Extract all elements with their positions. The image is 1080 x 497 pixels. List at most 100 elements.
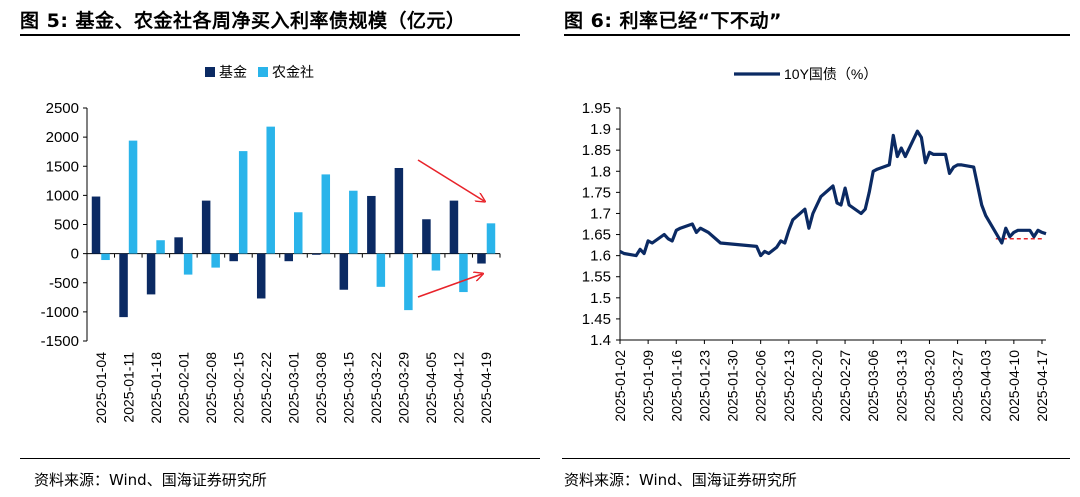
left-figure-panel: 图 5: 基金、农金社各周净买入利率债规模（亿元） -1500 -1000 -500… bbox=[20, 10, 540, 489]
bar-fund-2025-03-08 bbox=[312, 253, 321, 255]
bar-rural-credit-2025-02-15 bbox=[238, 151, 248, 254]
x-tick-label: 2025-03-22 bbox=[368, 352, 384, 424]
bar-rural-credit-2025-01-11 bbox=[128, 140, 138, 254]
bar-fund-2025-04-12 bbox=[449, 200, 459, 254]
y-tick-label: 500 bbox=[54, 217, 79, 234]
x-tick-label: 2025-04-17 bbox=[1034, 350, 1050, 422]
y-tick-label: 1.55 bbox=[582, 269, 611, 286]
left-figure-title: 图 5: 基金、农金社各周净买入利率债规模（亿元） bbox=[20, 10, 466, 32]
right-source-rule bbox=[562, 458, 1070, 459]
x-tick-label: 2025-04-03 bbox=[978, 350, 994, 422]
bar-fund-2025-03-29 bbox=[394, 167, 404, 254]
y-tick-label: 1.5 bbox=[590, 290, 611, 307]
x-tick-label: 2025-03-15 bbox=[341, 352, 357, 424]
bar-fund-2025-03-01 bbox=[284, 253, 293, 262]
legend-label-1: 农金社 bbox=[272, 64, 314, 80]
x-tick-label: 2025-02-13 bbox=[781, 350, 797, 422]
y-tick-label: -1000 bbox=[41, 304, 79, 321]
y-tick-label: 1.7 bbox=[590, 205, 611, 222]
right-figure-panel: 图 6: 利率已经“下不动” 1.4 1.45 1.5 1.55 1.6 1.65 1.7 1… bbox=[562, 0, 1080, 497]
x-tick-label: 2025-02-22 bbox=[258, 352, 274, 424]
line-chart: 1.4 1.45 1.5 1.55 1.6 1.65 1.7 1.75 1.8 1.85 1.9 1.… bbox=[582, 66, 1050, 422]
x-tick-label: 2025-01-04 bbox=[93, 352, 109, 424]
bar-rural-credit-2025-02-22 bbox=[266, 126, 275, 254]
bar-rural-credit-2025-02-08 bbox=[211, 253, 220, 268]
x-tick-label: 2025-03-08 bbox=[313, 352, 329, 424]
left-title-rule bbox=[20, 34, 520, 36]
x-tick-label: 2025-02-06 bbox=[753, 350, 769, 422]
x-tick-label: 2025-01-30 bbox=[725, 350, 741, 422]
y-tick-label: 1.65 bbox=[582, 227, 611, 244]
y-tick-label: 1.95 bbox=[582, 100, 611, 117]
legend-swatch-1 bbox=[258, 67, 268, 77]
y-tick-label: 1.85 bbox=[582, 142, 611, 159]
legend-label-0: 基金 bbox=[219, 64, 247, 80]
bar-rural-credit-2025-03-15 bbox=[349, 190, 358, 254]
x-tick-label: 2025-04-05 bbox=[423, 352, 439, 424]
y-tick-label: 1.75 bbox=[582, 184, 611, 201]
bar-rural-credit-2025-03-08 bbox=[321, 174, 331, 254]
bar-rural-credit-2025-01-04 bbox=[101, 253, 110, 261]
x-tick-label: 2025-04-10 bbox=[1006, 350, 1022, 422]
x-tick-label: 2025-03-20 bbox=[921, 350, 937, 422]
bar-fund-2025-02-01 bbox=[174, 237, 183, 254]
y-tick-label: 1.45 bbox=[582, 311, 611, 328]
x-tick-label: 2025-01-16 bbox=[668, 350, 684, 422]
x-tick-label: 2025-04-12 bbox=[451, 352, 467, 424]
bar-chart: -1500 -1000 -500 0 500 1000 1500 2000 2500 2025-0… bbox=[41, 64, 501, 424]
legend-label: 10Y国债（%） bbox=[784, 66, 877, 82]
bar-fund-2025-02-22 bbox=[256, 253, 266, 299]
bar-rural-credit-2025-04-12 bbox=[459, 253, 468, 293]
x-tick-label: 2025-02-20 bbox=[809, 350, 825, 422]
x-tick-label: 2025-04-19 bbox=[478, 352, 494, 424]
bar-fund-2025-04-05 bbox=[422, 219, 431, 254]
x-tick-label: 2025-01-18 bbox=[148, 352, 164, 424]
y-tick-label: 1.6 bbox=[590, 248, 611, 265]
series-line-10y-yield bbox=[619, 129, 1047, 258]
x-tick-label: 2025-03-29 bbox=[396, 352, 412, 424]
x-tick-label: 2025-03-27 bbox=[950, 350, 966, 422]
x-tick-label: 2025-01-11 bbox=[120, 352, 136, 423]
right-source-note: 资料来源：Wind、国海证券研究所 bbox=[564, 471, 797, 489]
x-tick-label: 2025-03-01 bbox=[286, 352, 302, 424]
bar-rural-credit-2025-03-01 bbox=[294, 212, 303, 254]
y-tick-label: -500 bbox=[49, 275, 79, 292]
left-source-rule bbox=[20, 458, 540, 459]
y-tick-label: 2500 bbox=[46, 100, 79, 117]
y-tick-label: -1500 bbox=[41, 333, 79, 350]
x-tick-label: 2025-02-01 bbox=[175, 352, 191, 424]
bar-fund-2025-01-04 bbox=[91, 196, 101, 254]
bar-fund-2025-02-08 bbox=[201, 200, 211, 254]
arrow-annotation-up bbox=[417, 274, 482, 298]
bar-fund-2025-04-19 bbox=[477, 253, 486, 264]
x-tick-label: 2025-02-15 bbox=[230, 352, 246, 424]
y-tick-label: 1000 bbox=[46, 187, 79, 204]
bar-rural-credit-2025-01-18 bbox=[156, 240, 165, 254]
left-source-note: 资料来源：Wind、国海证券研究所 bbox=[34, 471, 267, 489]
x-tick-label: 2025-03-06 bbox=[865, 350, 881, 422]
bar-fund-2025-03-22 bbox=[367, 195, 376, 254]
bar-rural-credit-2025-04-05 bbox=[431, 253, 441, 271]
x-tick-label: 2025-02-27 bbox=[837, 350, 853, 422]
y-tick-label: 1.4 bbox=[590, 332, 611, 349]
y-tick-label: 1.9 bbox=[590, 121, 611, 138]
x-tick-label: 2025-01-23 bbox=[696, 350, 712, 422]
bar-fund-2025-01-18 bbox=[146, 253, 156, 295]
x-tick-label: 2025-03-13 bbox=[893, 350, 909, 422]
right-title-rule bbox=[564, 34, 1070, 36]
arrow-annotation-down bbox=[417, 159, 484, 201]
bar-fund-2025-03-15 bbox=[339, 253, 349, 290]
y-tick-label: 2000 bbox=[46, 129, 79, 146]
bar-rural-credit-2025-02-01 bbox=[183, 253, 193, 275]
bar-fund-2025-01-11 bbox=[119, 253, 128, 318]
bar-fund-2025-02-15 bbox=[229, 253, 238, 262]
bar-rural-credit-2025-04-19 bbox=[486, 223, 496, 254]
bar-rural-credit-2025-03-29 bbox=[404, 253, 413, 311]
legend-swatch-0 bbox=[205, 67, 215, 77]
right-figure-title: 图 6: 利率已经“下不动” bbox=[564, 10, 783, 32]
bar-rural-credit-2025-03-22 bbox=[376, 253, 386, 287]
x-tick-label: 2025-01-02 bbox=[612, 350, 628, 422]
y-tick-label: 1500 bbox=[46, 158, 79, 175]
x-tick-label: 2025-02-08 bbox=[203, 352, 219, 424]
x-tick-label: 2025-01-09 bbox=[640, 350, 656, 422]
